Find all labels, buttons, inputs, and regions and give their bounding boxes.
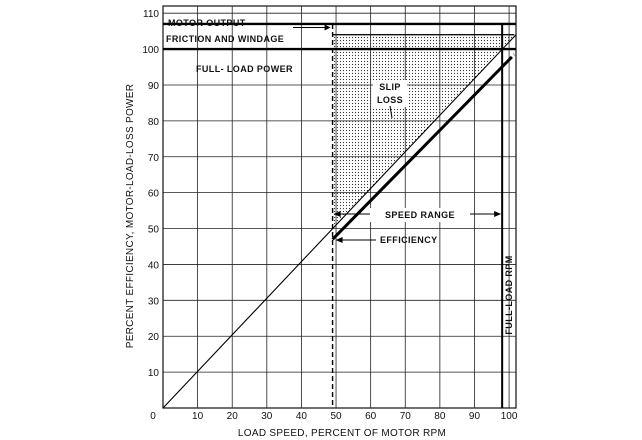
motor-output-label: MOTOR OUTPUT [168, 18, 246, 28]
x-tick-label-0: 0 [150, 411, 156, 422]
efficiency-arrowhead [335, 237, 343, 243]
speed-range-arrowhead-right [494, 211, 502, 217]
x-tick-label-60: 60 [365, 411, 377, 422]
slip-label: SLIP [379, 82, 401, 92]
y-tick-label-110: 110 [143, 9, 159, 20]
efficiency-extension [508, 53, 516, 61]
loss-label: LOSS [377, 95, 403, 105]
x-tick-label-30: 30 [261, 411, 273, 422]
speed-range-label: SPEED RANGE [385, 210, 455, 220]
tick-labels: 0 10 20 30 40 50 60 70 80 90 100 10 20 30 40 50 60 70 80 90… [142, 9, 518, 422]
x-tick-label-50: 50 [330, 411, 342, 422]
slip-label-bg [373, 80, 407, 107]
y-tick-label-60: 60 [148, 189, 160, 200]
y-tick-label-50: 50 [148, 225, 160, 236]
lines-layer [162, 22, 517, 409]
speed-range-arrowhead-left [333, 211, 341, 217]
x-tick-label-10: 10 [192, 411, 204, 422]
efficiency-label: EFFICIENCY [380, 235, 438, 245]
y-tick-label-90: 90 [148, 81, 160, 92]
y-tick-label-30: 30 [148, 296, 160, 307]
x-tick-label-20: 20 [227, 411, 239, 422]
y-tick-label-40: 40 [148, 260, 160, 271]
y-tick-label-80: 80 [148, 117, 160, 128]
x-axis-label: LOAD SPEED, PERCENT OF MOTOR RPM [238, 428, 446, 439]
y-axis-label: PERCENT EFFICIENCY, MOTOR-LOAD-LOSS POWE… [125, 84, 136, 349]
y-tick-label-100: 100 [142, 45, 159, 56]
slip-loss-pointer [389, 105, 393, 119]
speed-range-label-bg [368, 208, 472, 222]
full-load-rpm-label: FULL-LOAD RPM [504, 255, 514, 334]
friction-arrowhead [324, 24, 331, 31]
plot-frame [162, 5, 517, 409]
x-tick-label-70: 70 [400, 411, 412, 422]
efficiency-line [331, 58, 511, 241]
slip-loss-area [332, 34, 513, 229]
x-tick-label-90: 90 [469, 411, 481, 422]
y-tick-label-10: 10 [148, 368, 160, 379]
full-load-power-label: FULL- LOAD POWER [196, 64, 293, 74]
y-tick-label-20: 20 [148, 332, 160, 343]
y-tick-label-70: 70 [148, 153, 160, 164]
x-tick-label-80: 80 [434, 411, 446, 422]
friction-windage-label: FRICTION AND WINDAGE [166, 34, 284, 44]
x-tick-label-40: 40 [296, 411, 308, 422]
diagonal-thin-line [162, 34, 517, 409]
x-tick-label-100: 100 [501, 411, 518, 422]
